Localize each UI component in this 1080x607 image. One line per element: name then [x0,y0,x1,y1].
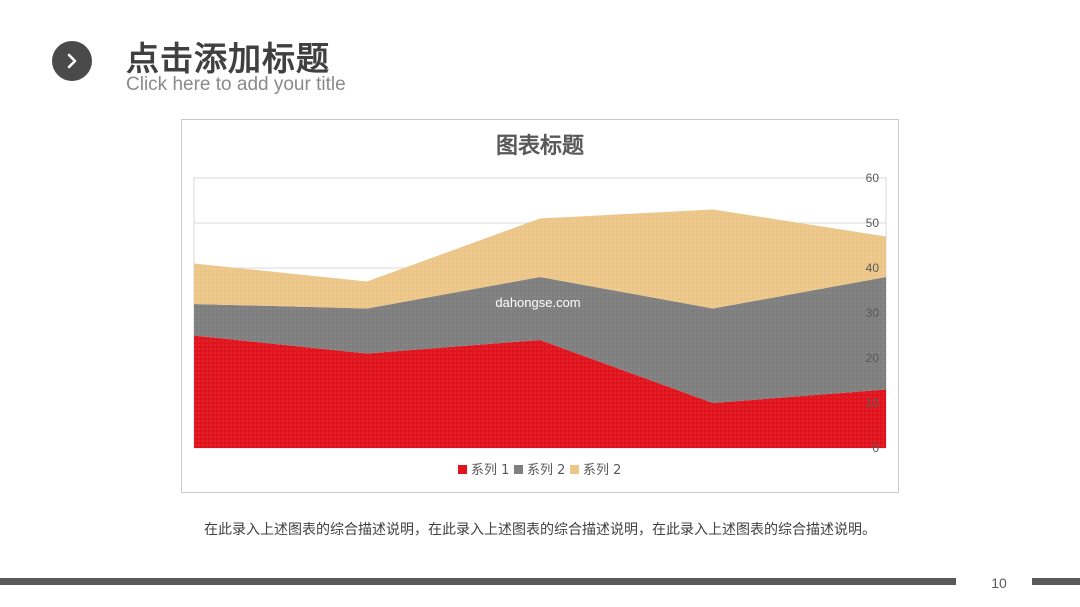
legend-swatch-1 [458,465,467,474]
watermark-text: dahongse.com [495,295,580,310]
y-tick-label: 20 [866,351,880,365]
area-series-3 [194,209,886,309]
stacked-area-chart: 图表标题 0 10 20 30 40 50 60 dahongse.com 系列 1 系列 2 系列 … [193,133,887,478]
legend-label-1: 系列 1 [471,463,509,478]
y-tick-label: 0 [872,441,879,455]
y-tick-label: 60 [866,171,880,185]
legend-swatch-3 [570,465,579,474]
page-title: 点击添加标题 [126,39,330,78]
y-tick-label: 10 [866,396,880,410]
chevron-right-icon [52,41,92,81]
chart-container: 图表标题 0 10 20 30 40 50 60 dahongse.com 系列 1 系列 2 系列 … [181,119,899,493]
footer-bar-left [0,578,956,585]
y-tick-label: 50 [866,216,880,230]
y-tick-label: 40 [866,261,880,275]
page-subtitle: Click here to add your title [126,74,346,95]
chart-caption: 在此录入上述图表的综合描述说明，在此录入上述图表的综合描述说明，在此录入上述图表… [204,522,876,538]
area-series-1 [194,335,886,448]
chart-title: 图表标题 [496,133,585,159]
legend-label-3: 系列 2 [583,463,621,478]
legend-label-2: 系列 2 [527,463,565,478]
legend-swatch-2 [514,465,523,474]
footer-bar-right [1032,578,1080,585]
page-number: 10 [991,575,1007,591]
y-tick-label: 30 [866,306,880,320]
